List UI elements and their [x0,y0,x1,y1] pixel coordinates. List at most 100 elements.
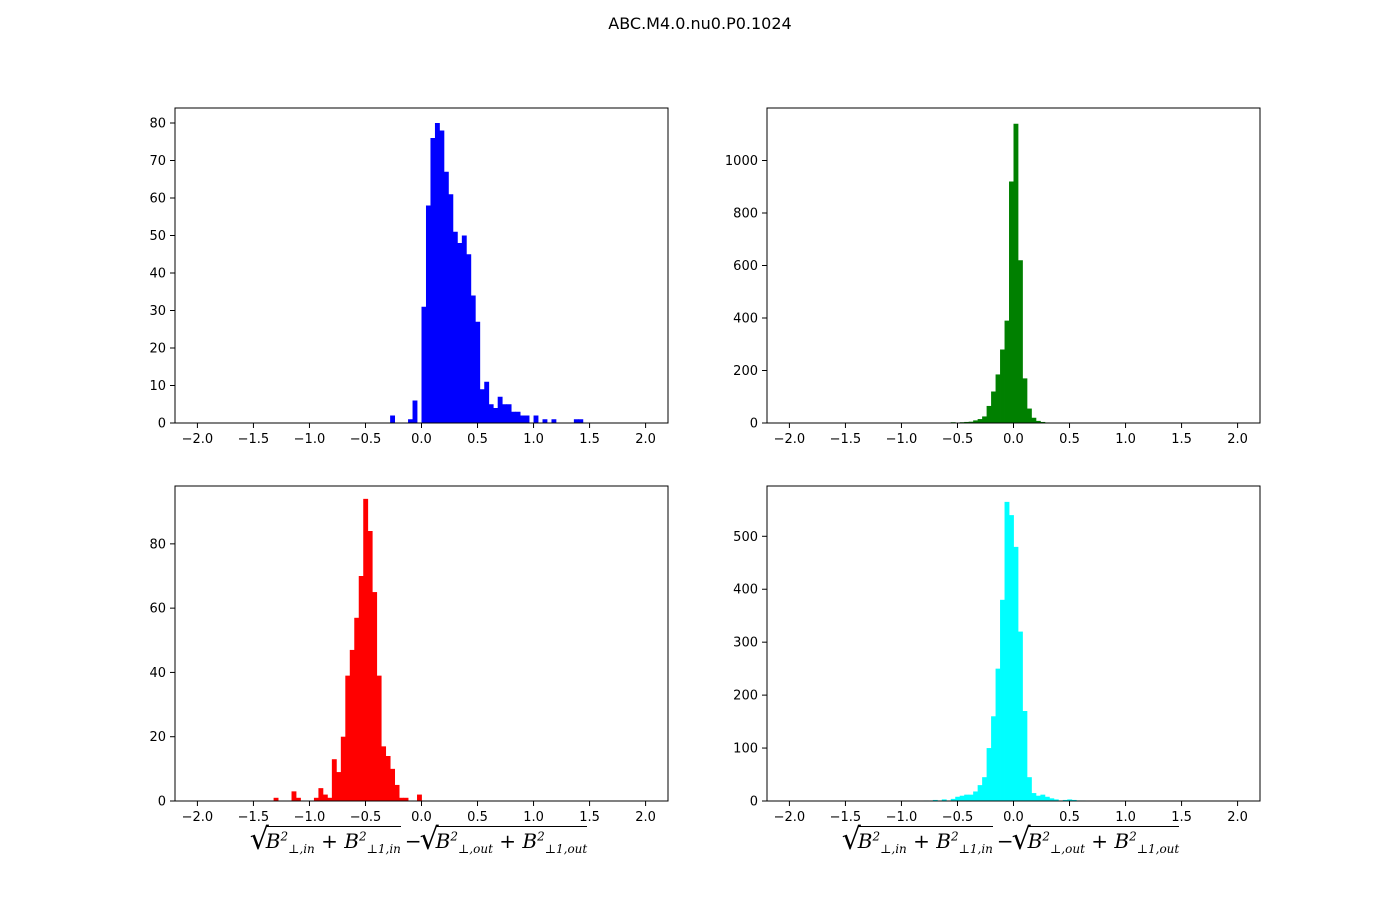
histogram-bar [403,797,409,801]
histogram-bar [358,576,364,801]
histogram-bar [466,254,472,423]
x-tick-label: 2.0 [1227,432,1248,447]
histogram-bar [1013,123,1019,423]
histogram-bar [385,756,391,801]
histogram-bar [515,411,521,423]
histogram-bar [461,235,467,423]
histogram-bar [959,795,965,801]
histogram-bar [390,415,396,423]
histogram-bar [327,797,333,801]
histogram-bar [968,421,974,423]
histogram-bar [322,794,328,801]
histogram-bar [425,205,431,423]
histogram-bar [1009,181,1014,423]
histogram-bar [1000,599,1005,801]
histogram-bar [573,419,579,423]
histogram-bar [1031,417,1037,423]
histogram-bar [1017,631,1023,801]
histogram-bar [1004,501,1010,801]
histogram-bar [1071,799,1077,801]
histogram-bar [390,768,396,801]
histogram-bar [1013,546,1019,801]
x-tick-label: 2.0 [635,810,656,825]
histogram-bar [372,592,378,801]
x-tick-label: −1.0 [294,432,326,447]
histogram-bar [1035,795,1041,801]
histogram-bar [1022,378,1028,424]
histogram-bar [399,797,404,801]
x-tick-label: −0.5 [350,810,382,825]
histogram-bar [291,791,297,801]
y-tick-label: 20 [149,342,166,357]
histogram-bar [932,799,938,801]
histogram-bar [452,231,458,423]
histogram-bar [394,784,400,801]
histogram-bar [941,799,947,801]
histogram-bar [964,794,970,801]
histogram-bar [1009,515,1014,801]
histogram-bar [1017,260,1023,423]
histogram-bar [313,797,319,801]
histogram-bar [520,415,525,423]
histogram-bottom-right: −2.0 −1.5 −1.0 −0.5 0.0 0.5 1.0 1.5 2.0010020030… [733,485,1261,825]
histogram-bar [578,419,584,423]
x-tick-label: −0.5 [942,432,974,447]
histogram-bar [273,797,279,801]
histogram-bar [448,194,454,423]
histogram-bar [511,411,517,423]
y-tick-label: 0 [750,795,758,810]
histogram-bar [318,788,324,801]
histogram-bar [417,794,422,801]
y-tick-label: 30 [149,304,166,319]
histogram-bar [470,295,476,423]
x-tick-label: 0.0 [411,432,432,447]
x-tick-label: −0.5 [942,810,974,825]
x-axis-label-bottom-left: B2⊥,in + B2⊥1,in−B2⊥,out + B2⊥1,out [175,822,668,857]
y-tick-label: 80 [149,537,166,552]
histogram-bar [968,794,974,801]
histogram-bar [973,791,979,801]
histogram-bar [1067,799,1073,801]
histogram-bar [1044,796,1050,801]
y-tick-label: 0 [750,417,758,432]
histogram-bar [296,797,301,801]
histogram-bar [1062,799,1068,801]
y-tick-label: 40 [149,267,166,282]
histogram-bar [533,415,539,423]
histogram-bar [412,400,418,423]
histogram-bar [1040,421,1046,423]
histogram-bar [950,798,956,801]
histogram-bar [973,420,979,424]
y-tick-label: 10 [149,379,166,394]
x-tick-label: 0.5 [1059,810,1080,825]
x-tick-label: −1.0 [886,810,918,825]
x-tick-label: 2.0 [635,432,656,447]
histogram-bar [488,404,494,423]
y-tick-label: 80 [149,117,166,132]
x-tick-label: −0.5 [350,432,382,447]
x-tick-label: 1.0 [1115,810,1136,825]
y-tick-label: 1000 [725,154,758,169]
histogram-bar [493,408,499,423]
histogram-bar [1040,794,1046,801]
x-tick-label: −1.5 [830,432,862,447]
histogram-bar [1031,793,1037,801]
x-tick-label: 0.0 [1003,432,1024,447]
histogram-bar [1000,349,1005,423]
histogram-bar [551,419,557,423]
y-tick-label: 400 [733,583,758,598]
x-tick-label: 1.5 [1171,810,1192,825]
histogram-bar [986,405,992,423]
x-tick-label: 1.0 [1115,432,1136,447]
histogram-bar [381,746,387,801]
histogram-bar [475,321,481,423]
figure-title: ABC.M4.0.nu0.P0.1024 [608,14,792,33]
y-tick-label: 70 [149,154,166,169]
histogram-bar [479,389,485,423]
y-tick-label: 60 [149,192,166,207]
histogram-bar [443,171,449,423]
histogram-bar [434,123,440,423]
histogram-bar [1049,798,1055,801]
